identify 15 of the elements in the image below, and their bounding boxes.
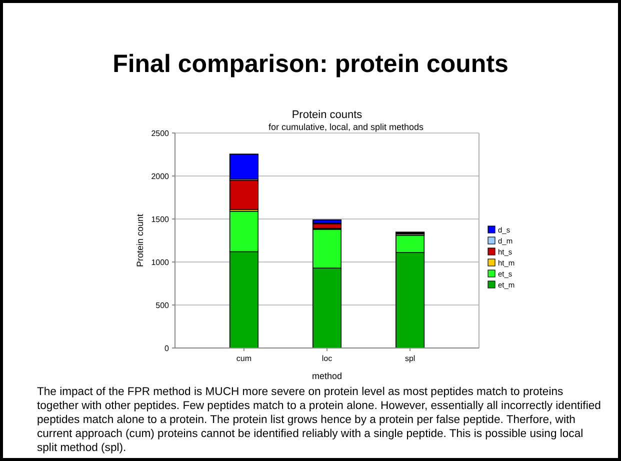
y-tick-label: 1500	[151, 214, 170, 224]
text: The impact of the FPR method is MUCH more severe on protein level as most peptides match to proteins together with other peptides. Few peptides match to a protein alone. However, essentially all incorrectly identified peptides match alone to a protein. The protein list grows hence by a protein per false peptide. Therfore, with current approach (cum) proteins cannot be identified reliably with a single peptide. This is possible using local split method (spl).	[37, 385, 602, 455]
y-tick-label: 2500	[151, 128, 170, 138]
text: for cumulative, local, and split methods	[268, 122, 424, 132]
y-tick-label: 500	[156, 300, 170, 310]
y-axis-title: Protein count	[135, 213, 145, 268]
y-tick-label: 1000	[151, 258, 170, 267]
x-tick-label: cum	[236, 354, 252, 363]
x-tick-label: loc	[322, 354, 332, 363]
x-tick-label: spl	[404, 354, 416, 363]
chart-subtitle: Protein counts	[292, 109, 363, 121]
chart-title: Final comparison: protein counts	[112, 50, 508, 78]
y-tick-label: 0	[164, 344, 170, 353]
y-tick-label: 2000	[151, 172, 170, 181]
x-axis-title: method	[312, 371, 342, 381]
